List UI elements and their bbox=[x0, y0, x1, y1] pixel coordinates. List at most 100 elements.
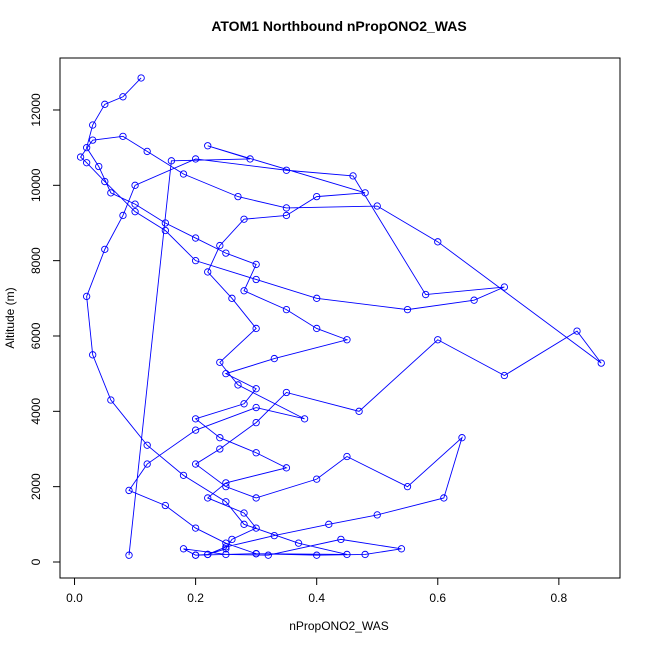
point bbox=[252, 550, 260, 558]
point bbox=[222, 543, 230, 551]
point bbox=[343, 550, 351, 559]
x-tick-label: 0.6 bbox=[429, 591, 446, 605]
point bbox=[216, 358, 224, 367]
point bbox=[270, 354, 278, 363]
point bbox=[216, 241, 224, 250]
point bbox=[101, 177, 109, 186]
point bbox=[252, 275, 260, 284]
point bbox=[191, 234, 200, 242]
point bbox=[397, 545, 406, 553]
point bbox=[191, 524, 200, 532]
y-tick-label: 6000 bbox=[29, 322, 43, 349]
point bbox=[228, 294, 236, 302]
point bbox=[313, 551, 321, 559]
point bbox=[361, 550, 369, 559]
point bbox=[252, 418, 260, 427]
point bbox=[228, 535, 236, 544]
x-tick-label: 0.0 bbox=[66, 591, 83, 605]
point bbox=[313, 475, 321, 483]
point bbox=[313, 192, 321, 201]
point bbox=[240, 215, 248, 223]
point bbox=[161, 219, 169, 227]
point bbox=[82, 143, 91, 152]
point bbox=[234, 192, 242, 201]
point bbox=[204, 268, 212, 276]
point bbox=[240, 400, 248, 408]
point bbox=[191, 460, 200, 468]
chart-title: ATOM1 Northbound nPropONO2_WAS bbox=[211, 18, 466, 34]
point bbox=[131, 181, 139, 189]
point bbox=[107, 396, 115, 404]
point bbox=[373, 511, 381, 519]
point bbox=[313, 324, 321, 333]
y-axis-title: Altitude (m) bbox=[3, 287, 17, 348]
point bbox=[191, 426, 200, 434]
point bbox=[101, 245, 109, 254]
point bbox=[252, 403, 260, 412]
point bbox=[343, 452, 351, 461]
point bbox=[101, 100, 109, 108]
point bbox=[343, 336, 351, 344]
point bbox=[131, 208, 139, 216]
point bbox=[282, 211, 291, 220]
point bbox=[246, 155, 254, 163]
point bbox=[95, 162, 103, 171]
point bbox=[373, 202, 381, 210]
point bbox=[119, 93, 127, 101]
point bbox=[222, 539, 230, 547]
point bbox=[470, 296, 478, 304]
point bbox=[597, 359, 605, 367]
point bbox=[125, 486, 133, 495]
point bbox=[143, 147, 151, 156]
point bbox=[222, 483, 230, 491]
point bbox=[240, 509, 248, 517]
point bbox=[337, 535, 345, 544]
point bbox=[137, 74, 145, 82]
point bbox=[191, 257, 200, 265]
point bbox=[294, 539, 303, 547]
point bbox=[143, 460, 151, 468]
point bbox=[107, 189, 115, 197]
point bbox=[222, 550, 230, 559]
point bbox=[252, 524, 260, 532]
x-tick-label: 0.2 bbox=[187, 591, 204, 605]
point bbox=[179, 170, 188, 178]
point bbox=[434, 336, 442, 344]
point bbox=[325, 520, 333, 528]
point bbox=[252, 385, 260, 393]
point bbox=[222, 249, 230, 257]
point bbox=[222, 479, 230, 487]
point bbox=[282, 204, 291, 212]
point bbox=[270, 531, 278, 540]
point bbox=[216, 445, 224, 453]
point bbox=[89, 121, 97, 129]
point bbox=[167, 157, 176, 165]
y-tick-label: 10000 bbox=[29, 168, 43, 202]
point bbox=[458, 434, 466, 442]
point bbox=[422, 290, 430, 299]
point bbox=[125, 551, 133, 559]
point bbox=[161, 226, 169, 235]
point bbox=[191, 551, 200, 559]
point bbox=[434, 238, 442, 246]
point bbox=[252, 260, 260, 269]
point bbox=[222, 498, 230, 506]
point bbox=[440, 494, 448, 502]
point bbox=[234, 381, 242, 389]
point bbox=[204, 494, 212, 502]
point bbox=[252, 324, 260, 333]
point bbox=[191, 415, 200, 423]
point bbox=[191, 155, 200, 163]
x-axis-title: nPropONO2_WAS bbox=[289, 619, 389, 633]
point bbox=[282, 388, 291, 397]
point bbox=[500, 371, 509, 380]
point bbox=[82, 159, 91, 167]
point bbox=[282, 305, 291, 314]
point bbox=[143, 441, 151, 449]
point bbox=[300, 415, 309, 423]
point bbox=[349, 172, 357, 180]
x-tick-label: 0.4 bbox=[308, 591, 325, 605]
point bbox=[282, 166, 291, 174]
point bbox=[252, 494, 260, 502]
